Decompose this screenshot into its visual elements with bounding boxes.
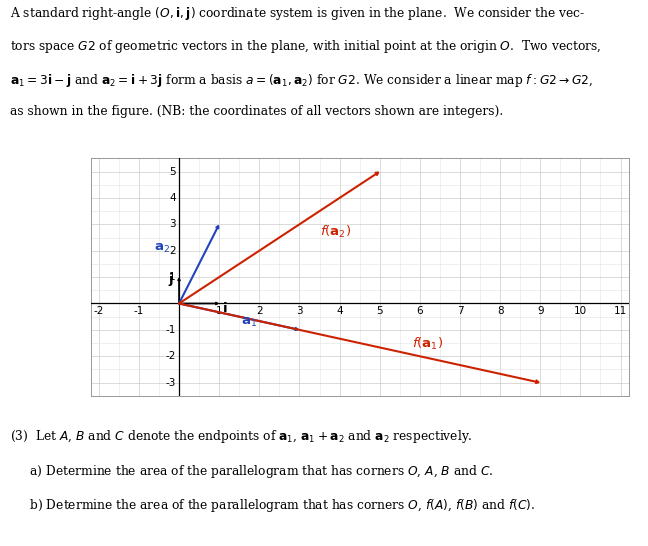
Text: tors space $G2$ of geometric vectors in the plane, with initial point at the ori: tors space $G2$ of geometric vectors in … xyxy=(10,38,601,55)
Text: 1: 1 xyxy=(169,272,176,282)
Text: as shown in the figure. (NB: the coordinates of all vectors shown are integers).: as shown in the figure. (NB: the coordin… xyxy=(10,105,503,118)
Text: 3: 3 xyxy=(169,219,176,229)
Text: $\mathbf{a}_2$: $\mathbf{a}_2$ xyxy=(154,241,170,254)
Text: $\mathbf{a}_1$: $\mathbf{a}_1$ xyxy=(241,316,257,329)
Text: A standard right-angle $(O,\mathbf{i},\mathbf{j})$ coordinate system is given in: A standard right-angle $(O,\mathbf{i},\m… xyxy=(10,4,585,22)
Text: (3)  Let $A$, $B$ and $C$ denote the endpoints of $\mathbf{a}_1$, $\mathbf{a}_1+: (3) Let $A$, $B$ and $C$ denote the endp… xyxy=(10,428,472,445)
Text: 5: 5 xyxy=(376,306,383,316)
Text: 2: 2 xyxy=(169,246,176,256)
Text: $f(\mathbf{a}_2)$: $f(\mathbf{a}_2)$ xyxy=(319,224,351,240)
Text: -3: -3 xyxy=(165,378,176,388)
Text: 9: 9 xyxy=(537,306,544,316)
Text: 4: 4 xyxy=(336,306,343,316)
Text: a) Determine the area of the parallelogram that has corners $O$, $A$, $B$ and $C: a) Determine the area of the parallelogr… xyxy=(10,462,493,479)
Text: 6: 6 xyxy=(417,306,423,316)
Text: $f(\mathbf{a}_1)$: $f(\mathbf{a}_1)$ xyxy=(412,336,443,352)
Text: 2: 2 xyxy=(256,306,262,316)
Text: 8: 8 xyxy=(497,306,503,316)
Text: 5: 5 xyxy=(169,167,176,176)
Text: $\mathbf{i}$: $\mathbf{i}$ xyxy=(222,301,228,315)
Text: -2: -2 xyxy=(165,351,176,361)
Text: -1: -1 xyxy=(165,325,176,335)
Text: -2: -2 xyxy=(93,306,104,316)
Text: 11: 11 xyxy=(614,306,627,316)
Text: 1: 1 xyxy=(216,306,222,316)
Text: 4: 4 xyxy=(169,193,176,203)
Text: $\mathbf{j}$: $\mathbf{j}$ xyxy=(168,271,174,288)
Text: 3: 3 xyxy=(296,306,303,316)
Text: 10: 10 xyxy=(574,306,587,316)
Text: b) Determine the area of the parallelogram that has corners $O$, $f(A)$, $f(B)$ : b) Determine the area of the parallelogr… xyxy=(10,497,535,514)
Text: $\mathbf{a}_1 = 3\mathbf{i}-\mathbf{j}$ and $\mathbf{a}_2 =\mathbf{i}+3\mathbf{j: $\mathbf{a}_1 = 3\mathbf{i}-\mathbf{j}$ … xyxy=(10,72,593,89)
Text: 7: 7 xyxy=(457,306,463,316)
Text: -1: -1 xyxy=(133,306,144,316)
